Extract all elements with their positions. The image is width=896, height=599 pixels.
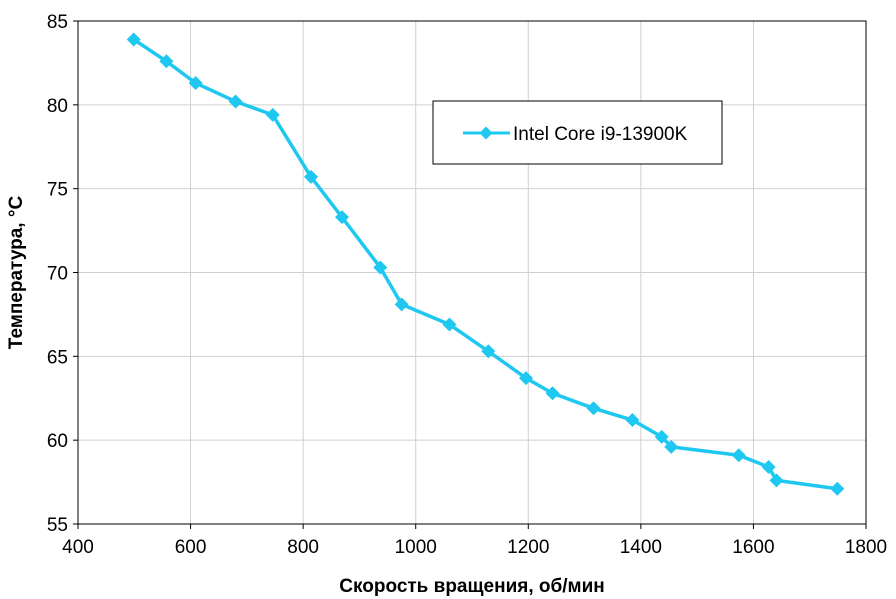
data-point (586, 401, 601, 416)
y-tick-label: 60 (47, 431, 68, 452)
data-point (625, 413, 640, 428)
data-point (373, 260, 388, 275)
data-point (769, 473, 784, 488)
x-axis-title: Скорость вращения, об/мин (339, 576, 604, 597)
y-tick-label: 85 (47, 12, 68, 33)
data-point (188, 76, 203, 91)
x-tick-label: 1200 (507, 537, 549, 558)
axes: 400 600 800 1000 1200 1400 1600 1800 55 60 65 70 75 8… (47, 12, 887, 558)
x-tick-label: 400 (62, 537, 94, 558)
x-tick-label: 1000 (395, 537, 437, 558)
data-point (664, 439, 679, 454)
data-point (334, 210, 349, 225)
y-tick-label: 75 (47, 180, 68, 201)
x-tick-label: 1800 (845, 537, 887, 558)
x-tick-label: 800 (287, 537, 319, 558)
y-tick-label: 65 (47, 347, 68, 368)
x-tick-label: 1600 (732, 537, 774, 558)
x-tick-label: 1400 (620, 537, 662, 558)
data-point (519, 371, 534, 386)
data-point (228, 94, 243, 109)
data-point (159, 54, 174, 69)
y-tick-label: 70 (47, 264, 68, 285)
data-point (126, 32, 141, 47)
y-tick-label: 55 (47, 515, 68, 536)
data-point (830, 481, 845, 496)
data-point (654, 429, 669, 444)
data-point (265, 107, 280, 122)
data-point (442, 317, 457, 332)
legend-marker-diamond (479, 126, 493, 140)
data-point (545, 386, 560, 401)
data-point (394, 297, 409, 312)
series-group (126, 32, 845, 496)
y-axis-title: Температура, °С (6, 196, 27, 350)
y-tick-label: 80 (47, 96, 68, 117)
data-point (731, 448, 746, 463)
x-tick-label: 600 (175, 537, 207, 558)
legend-label: Intel Core i9-13900K (513, 124, 688, 145)
data-point (481, 344, 496, 359)
grid-lines (78, 21, 866, 524)
data-point (761, 459, 776, 474)
legend: Intel Core i9-13900K (432, 100, 723, 165)
data-point (304, 169, 319, 184)
